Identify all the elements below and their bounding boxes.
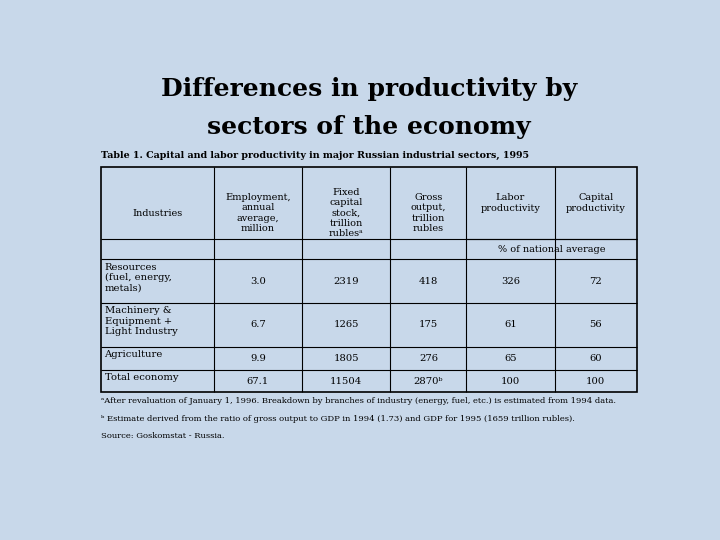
Text: 2319: 2319 xyxy=(333,276,359,286)
Text: Source: Goskomstat - Russia.: Source: Goskomstat - Russia. xyxy=(101,433,225,440)
Text: Employment,
annual
average,
million: Employment, annual average, million xyxy=(225,193,291,233)
Text: Fixed
capital
stock,
trillion
rublesᵃ: Fixed capital stock, trillion rublesᵃ xyxy=(329,188,364,238)
Text: 11504: 11504 xyxy=(330,376,362,386)
Text: 2870ᵇ: 2870ᵇ xyxy=(413,376,443,386)
Text: % of national average: % of national average xyxy=(498,245,606,254)
Text: Table 1. Capital and labor productivity in major Russian industrial sectors, 199: Table 1. Capital and labor productivity … xyxy=(101,151,529,160)
Text: 100: 100 xyxy=(501,376,520,386)
Text: 67.1: 67.1 xyxy=(247,376,269,386)
Text: 65: 65 xyxy=(504,354,517,363)
Text: Gross
output,
trillion
rubles: Gross output, trillion rubles xyxy=(410,193,446,233)
Text: sectors of the economy: sectors of the economy xyxy=(207,114,531,139)
Text: 1265: 1265 xyxy=(333,320,359,329)
Text: Resources
(fuel, energy,
metals): Resources (fuel, energy, metals) xyxy=(104,263,171,293)
Text: 9.9: 9.9 xyxy=(250,354,266,363)
Text: Labor
productivity: Labor productivity xyxy=(480,193,541,213)
Text: Differences in productivity by: Differences in productivity by xyxy=(161,77,577,102)
Text: ᵃAfter revaluation of January 1, 1996. Breakdown by branches of industry (energy: ᵃAfter revaluation of January 1, 1996. B… xyxy=(101,397,616,406)
Text: Industries: Industries xyxy=(132,208,183,218)
Text: 60: 60 xyxy=(590,354,602,363)
Text: 6.7: 6.7 xyxy=(250,320,266,329)
Text: 1805: 1805 xyxy=(333,354,359,363)
Text: Machinery &
Equipment +
Light Industry: Machinery & Equipment + Light Industry xyxy=(104,306,177,336)
Text: 175: 175 xyxy=(419,320,438,329)
Text: 56: 56 xyxy=(590,320,602,329)
Text: 72: 72 xyxy=(590,276,602,286)
Text: 100: 100 xyxy=(586,376,606,386)
Bar xyxy=(101,167,636,393)
Text: Total economy: Total economy xyxy=(104,373,178,382)
Text: Agriculture: Agriculture xyxy=(104,350,163,359)
Text: 3.0: 3.0 xyxy=(250,276,266,286)
Text: 418: 418 xyxy=(418,276,438,286)
Text: 326: 326 xyxy=(501,276,520,286)
Text: 276: 276 xyxy=(419,354,438,363)
Text: ᵇ Estimate derived from the ratio of gross output to GDP in 1994 (1.73) and GDP : ᵇ Estimate derived from the ratio of gro… xyxy=(101,415,575,423)
Text: Capital
productivity: Capital productivity xyxy=(566,193,626,213)
Text: 61: 61 xyxy=(504,320,517,329)
